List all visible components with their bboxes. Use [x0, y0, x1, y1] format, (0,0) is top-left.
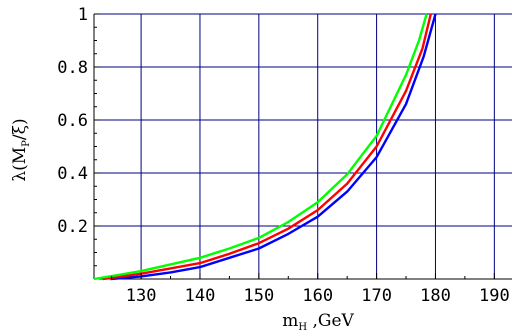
grid — [94, 13, 512, 279]
series-line-0 — [110, 13, 437, 281]
x-tick-label-190: 190 — [479, 286, 510, 306]
x-tick-labels: 130 140 150 160 170 180 190 — [126, 286, 510, 306]
x-tick-label-140: 140 — [185, 286, 216, 306]
x-tick-label-130: 130 — [126, 286, 157, 306]
plot-frame — [93, 14, 512, 280]
ticks — [94, 13, 495, 279]
y-tick-label-1: 1 — [78, 5, 88, 25]
series-line-2 — [93, 13, 428, 281]
series-group — [93, 13, 437, 281]
y-tick-label-0.6: 0.6 — [57, 111, 88, 131]
x-tick-label-170: 170 — [361, 286, 392, 306]
y-axis-label: λ(MP/ξ) — [10, 118, 32, 181]
x-tick-label-180: 180 — [420, 286, 451, 306]
x-tick-label-160: 160 — [302, 286, 333, 306]
y-tick-labels: 0.2 0.4 0.6 0.8 1 — [57, 5, 88, 237]
y-tick-label-0.4: 0.4 — [57, 164, 88, 184]
series-line-1 — [102, 13, 432, 281]
x-axis-label: mH ,GeV — [282, 311, 354, 333]
y-tick-label-0.2: 0.2 — [57, 217, 88, 237]
x-tick-label-150: 150 — [243, 286, 274, 306]
y-tick-label-0.8: 0.8 — [57, 58, 88, 78]
